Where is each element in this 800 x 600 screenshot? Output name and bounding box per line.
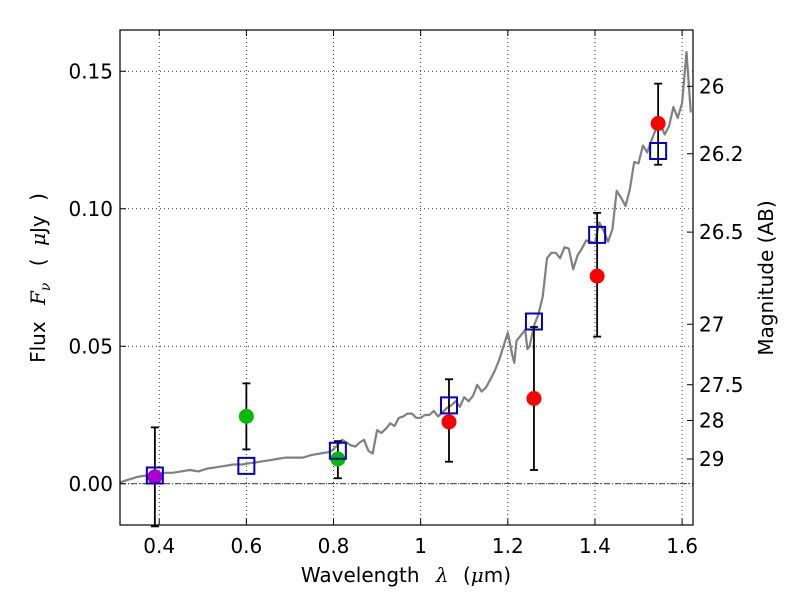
y-axis-label-mu: μ — [26, 233, 50, 246]
ticks: 0.4 0.6 0.8 1 1.2 1.4 1.6 0.00 0.05 0.10 0.15 26 26.… — [68, 30, 744, 558]
model-square — [524, 312, 543, 331]
mag-tick-label: 26.5 — [699, 220, 744, 244]
x-tick-label: 0.4 — [143, 534, 175, 558]
flux-point — [147, 469, 163, 485]
mag-tick-label: 26.2 — [699, 142, 744, 166]
x-tick-label: 1.6 — [666, 534, 698, 558]
flux-point — [238, 408, 254, 424]
spectrum-layer — [119, 50, 692, 484]
markers — [145, 116, 668, 485]
x-axis-label-open: ( — [463, 563, 471, 587]
y-axis-label-unit: Jy — [26, 215, 50, 235]
model-square — [649, 142, 668, 160]
y-axis-label-close: ) — [26, 193, 50, 201]
flux-point — [589, 268, 605, 284]
y-axis-label-word: Flux — [26, 321, 50, 363]
x-axis-label-unit: m) — [484, 563, 511, 587]
x-axis-label-lambda: λ — [435, 563, 449, 587]
y-tick-label: 0.15 — [68, 59, 113, 83]
model-square — [237, 456, 256, 475]
y-axis-label: Flux Fν ( μJy ) — [26, 193, 55, 363]
y-axis-label-f: F — [26, 290, 50, 306]
mag-tick-label: 26 — [699, 74, 724, 98]
model-square — [439, 396, 458, 415]
x-tick-label: 0.6 — [230, 534, 262, 558]
mag-tick-label: 29 — [699, 447, 724, 471]
x-tick-label: 1 — [414, 534, 427, 558]
model-square — [588, 225, 607, 244]
spectrum-line — [119, 50, 692, 484]
x-axis-label: Wavelength λ (μm) — [301, 563, 511, 587]
y-axis-label-nu: ν — [38, 282, 54, 291]
x-tick-label: 1.4 — [579, 534, 611, 558]
model-square — [145, 466, 164, 485]
x-tick-label: 1.2 — [492, 534, 524, 558]
flux-point — [441, 414, 457, 430]
y-tick-label: 0.00 — [68, 472, 113, 496]
mag-tick-label: 27.5 — [699, 373, 744, 397]
x-axis-label-mu: μ — [471, 563, 484, 587]
x-tick-label: 0.8 — [318, 534, 350, 558]
plot-frame — [119, 29, 694, 526]
model-square — [328, 441, 347, 460]
y-axis-label-open: ( — [26, 258, 50, 266]
y2-axis-label: Magnitude (AB) — [754, 200, 778, 355]
mag-tick-label: 28 — [699, 409, 724, 433]
y-tick-label: 0.10 — [68, 197, 113, 221]
y-tick-label: 0.05 — [68, 334, 113, 358]
x-axis-label-word: Wavelength — [301, 563, 420, 587]
flux-point — [526, 391, 542, 406]
flux-point — [650, 116, 666, 131]
mag-tick-label: 27 — [699, 312, 724, 336]
